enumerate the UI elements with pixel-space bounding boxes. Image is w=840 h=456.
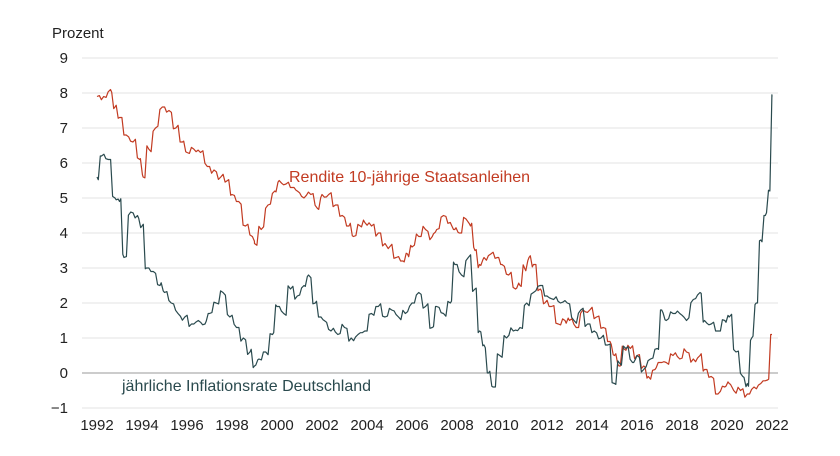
- series-line-bond-yield: [96, 88, 772, 398]
- x-tick-label: 2020: [710, 417, 743, 434]
- x-axis-tick-labels: 1992 1994 1996 1998 2000 2002 2004 2006 2008 2010…: [80, 417, 788, 434]
- x-tick-label: 2022: [755, 417, 788, 434]
- series-label-bond-yield: Rendite 10-jährige Staatsanleihen: [289, 169, 530, 186]
- x-tick-label: 1994: [125, 417, 158, 434]
- series-label-inflation: jährliche Inflationsrate Deutschland: [121, 378, 371, 395]
- x-tick-label: 2006: [395, 417, 428, 434]
- x-tick-label: 1998: [215, 417, 248, 434]
- y-tick-label: 5: [60, 190, 68, 207]
- y-tick-label: −1: [51, 400, 68, 417]
- y-tick-label: 1: [60, 330, 68, 347]
- y-tick-label: 7: [60, 120, 68, 137]
- y-tick-label: 2: [60, 295, 68, 312]
- x-tick-label: 2010: [485, 417, 518, 434]
- series-lines: [96, 88, 773, 398]
- y-tick-label: 9: [60, 50, 68, 67]
- x-tick-label: 1992: [80, 417, 113, 434]
- y-tick-label: 6: [60, 155, 68, 172]
- x-tick-label: 2002: [305, 417, 338, 434]
- gridlines: [82, 57, 778, 409]
- y-tick-label: 3: [60, 260, 68, 277]
- x-tick-label: 2000: [260, 417, 293, 434]
- series-line-inflation: [96, 94, 773, 388]
- x-tick-label: 2014: [575, 417, 608, 434]
- x-tick-label: 1996: [170, 417, 203, 434]
- y-tick-label: 0: [60, 365, 68, 382]
- x-tick-label: 2018: [665, 417, 698, 434]
- y-axis-unit-label: Prozent: [52, 25, 105, 42]
- x-tick-label: 2012: [530, 417, 563, 434]
- x-tick-label: 2016: [620, 417, 653, 434]
- x-tick-label: 2004: [350, 417, 383, 434]
- y-axis-tick-labels: 9 8 7 6 5 4 3 2 1 0 −1: [51, 50, 68, 417]
- y-tick-label: 4: [60, 225, 68, 242]
- x-tick-label: 2008: [440, 417, 473, 434]
- y-tick-label: 8: [60, 85, 68, 102]
